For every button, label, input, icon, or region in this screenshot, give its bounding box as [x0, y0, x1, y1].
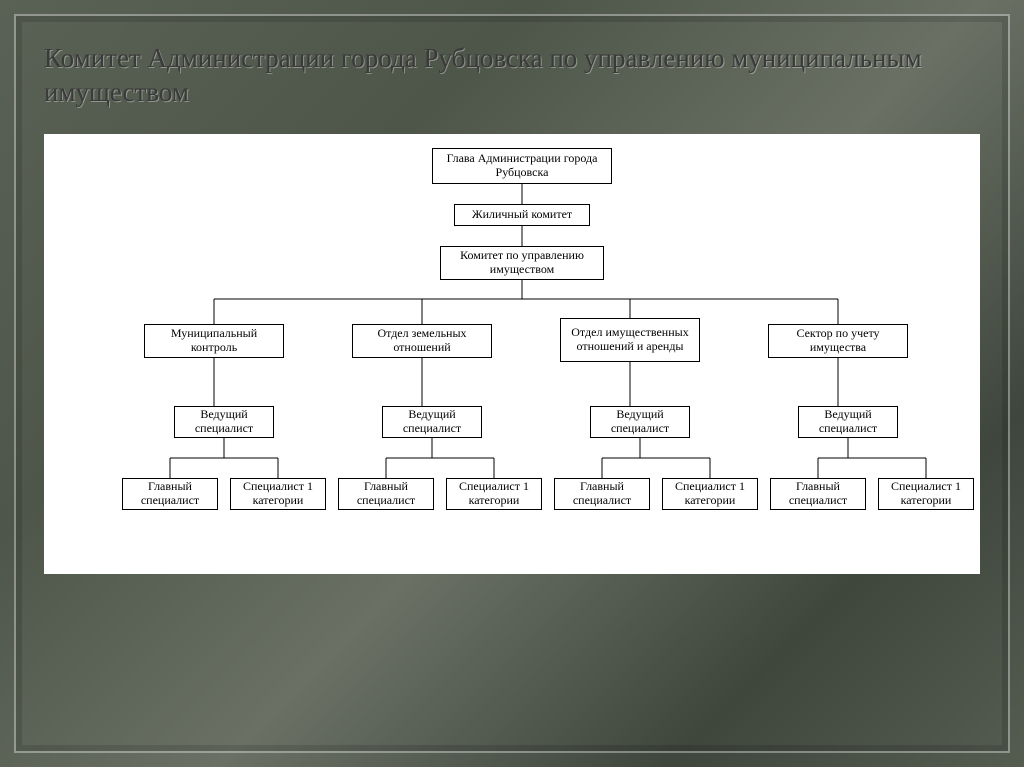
org-node-s3: Специалист 1 категории	[662, 478, 758, 510]
org-node-v4: Ведущий специалист	[798, 406, 898, 438]
org-node-g4: Главный специалист	[770, 478, 866, 510]
org-node-zhil: Жиличный комитет	[454, 204, 590, 226]
org-node-g3: Главный специалист	[554, 478, 650, 510]
org-node-s4: Специалист 1 категории	[878, 478, 974, 510]
slide-background: Комитет Администрации города Рубцовска п…	[0, 0, 1024, 767]
orgchart-panel: Глава Администрации города Рубцовска Жили…	[44, 134, 980, 574]
org-node-v1: Ведущий специалист	[174, 406, 274, 438]
org-node-kom: Комитет по управлению имуществом	[440, 246, 604, 280]
org-node-d2: Отдел земельных отношений	[352, 324, 492, 358]
org-node-g2: Главный специалист	[338, 478, 434, 510]
slide-title: Комитет Администрации города Рубцовска п…	[44, 42, 980, 110]
org-node-v2: Ведущий специалист	[382, 406, 482, 438]
org-node-v3: Ведущий специалист	[590, 406, 690, 438]
org-node-d1: Муниципальный контроль	[144, 324, 284, 358]
slide-frame: Комитет Администрации города Рубцовска п…	[14, 14, 1010, 753]
org-node-d3: Отдел имущественных отношений и аренды	[560, 318, 700, 362]
org-node-s2: Специалист 1 категории	[446, 478, 542, 510]
org-node-root: Глава Администрации города Рубцовска	[432, 148, 612, 184]
org-node-d4: Сектор по учету имущества	[768, 324, 908, 358]
org-node-s1: Специалист 1 категории	[230, 478, 326, 510]
org-node-g1: Главный специалист	[122, 478, 218, 510]
